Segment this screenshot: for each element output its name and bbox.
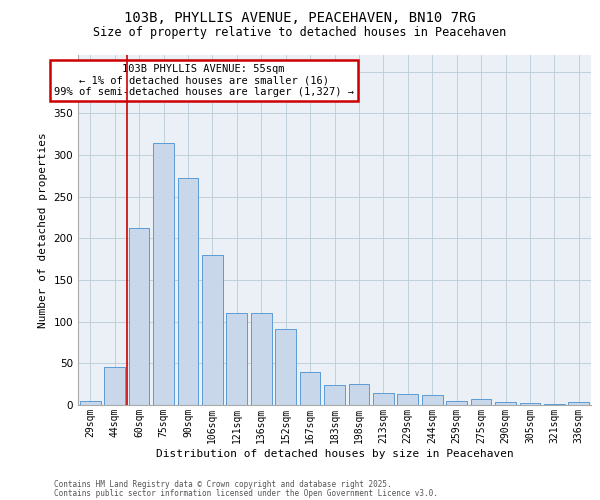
Bar xyxy=(153,142,174,405)
Bar xyxy=(324,385,345,405)
Text: 103B, PHYLLIS AVENUE, PEACEHAVEN, BN10 7RG: 103B, PHYLLIS AVENUE, PEACEHAVEN, BN10 7… xyxy=(124,11,476,25)
Bar xyxy=(275,329,296,405)
Bar xyxy=(422,395,443,405)
Bar xyxy=(470,399,491,405)
Text: Size of property relative to detached houses in Peacehaven: Size of property relative to detached ho… xyxy=(94,26,506,39)
Bar xyxy=(446,401,467,405)
Bar xyxy=(178,178,199,405)
Bar xyxy=(128,228,149,405)
Text: 103B PHYLLIS AVENUE: 55sqm
← 1% of detached houses are smaller (16)
99% of semi-: 103B PHYLLIS AVENUE: 55sqm ← 1% of detac… xyxy=(53,64,353,97)
Bar xyxy=(251,314,272,405)
Text: Contains HM Land Registry data © Crown copyright and database right 2025.: Contains HM Land Registry data © Crown c… xyxy=(54,480,392,489)
Bar xyxy=(202,255,223,405)
Text: Contains public sector information licensed under the Open Government Licence v3: Contains public sector information licen… xyxy=(54,488,438,498)
Bar xyxy=(80,401,101,405)
Bar xyxy=(104,366,125,405)
X-axis label: Distribution of detached houses by size in Peacehaven: Distribution of detached houses by size … xyxy=(155,448,514,458)
Bar xyxy=(520,404,541,405)
Bar xyxy=(299,372,320,405)
Bar xyxy=(226,314,247,405)
Bar xyxy=(544,404,565,405)
Bar xyxy=(495,402,516,405)
Bar xyxy=(349,384,370,405)
Y-axis label: Number of detached properties: Number of detached properties xyxy=(38,132,48,328)
Bar xyxy=(397,394,418,405)
Bar xyxy=(373,392,394,405)
Bar xyxy=(568,402,589,405)
